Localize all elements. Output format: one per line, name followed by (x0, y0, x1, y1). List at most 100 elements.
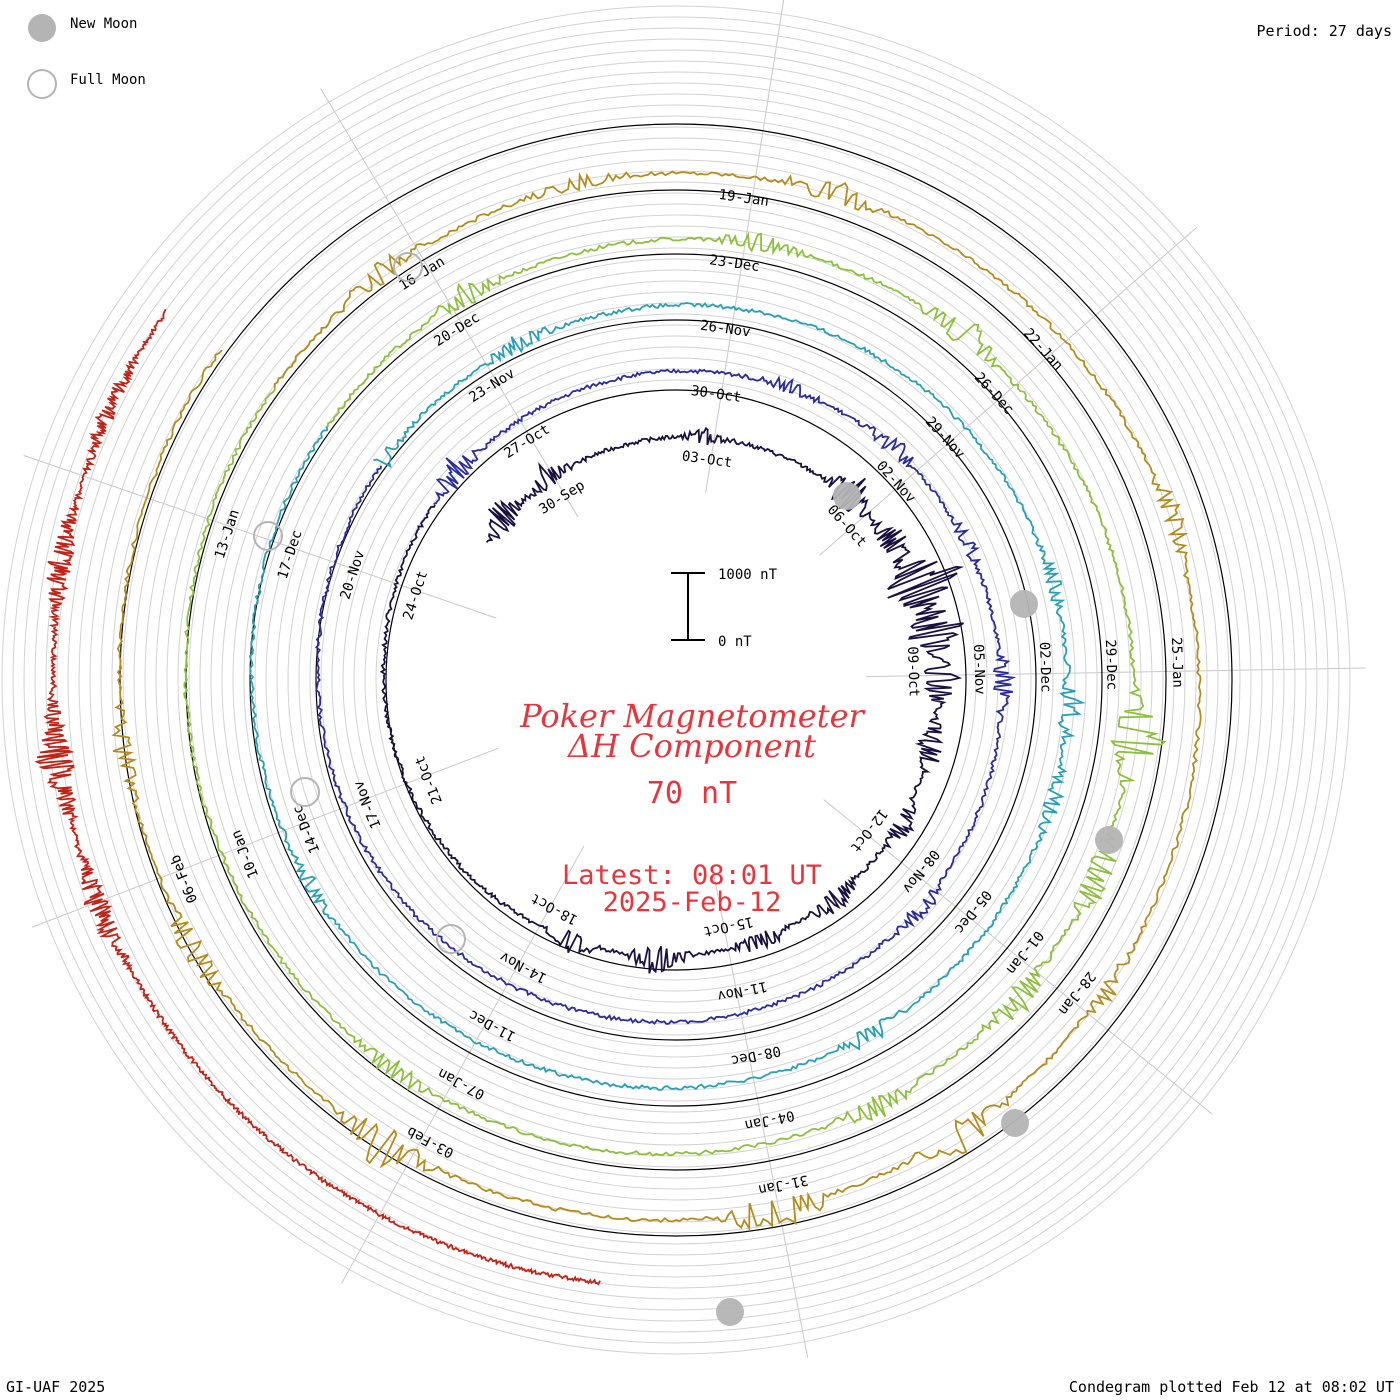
new-moon-label: New Moon (70, 16, 137, 32)
date-tick-label: 14-Dec (290, 803, 324, 856)
period-label: Period: 27 days (1256, 22, 1392, 40)
new-moon-icon (1010, 590, 1038, 618)
full-moon-icon (436, 924, 466, 954)
guide-ring (100, 104, 1252, 1256)
guide-ring (56, 60, 1296, 1300)
guide-ring (221, 225, 1131, 1135)
guide-ring (309, 313, 1043, 1047)
full-moon-icon (290, 777, 320, 807)
date-tick-label: 30-Sep (536, 477, 587, 517)
guide-ring (199, 203, 1153, 1157)
radial-grid-line (320, 88, 579, 518)
date-tick-label: 25-Jan (1168, 637, 1186, 688)
current-value: 70 nT (647, 776, 737, 811)
guide-ring (23, 27, 1329, 1333)
guide-ring (144, 148, 1208, 1212)
radial-grid-line (23, 454, 497, 619)
radial-grid-line (711, 866, 809, 1358)
chart-title: Poker Magnetometer (519, 697, 865, 735)
new-moon-icon (28, 14, 56, 42)
guide-ring (34, 38, 1318, 1322)
date-tick-label: 07-Jan (435, 1065, 487, 1103)
plotted-label: Condegram plotted Feb 12 at 08:02 UT (1068, 1378, 1394, 1396)
date-tick-label: 17-Nov (351, 778, 385, 831)
date-tick-label: 29-Dec (1102, 639, 1120, 690)
date-tick-label: 04-Jan (743, 1107, 796, 1133)
series-line (248, 302, 1086, 1091)
guide-ring (122, 126, 1230, 1234)
full-moon-label: Full Moon (70, 72, 146, 88)
series-line (314, 368, 1017, 1025)
guide-ring (155, 159, 1197, 1201)
moon-markers (253, 252, 1123, 1326)
date-tick-label: 02-Nov (873, 458, 919, 506)
date-tick-label: 06-Feb (167, 852, 201, 905)
full-moon-icon (393, 252, 423, 282)
date-tick-label: 18-Oct (528, 890, 580, 928)
guide-ring (375, 379, 977, 981)
date-tick-label: 19-Jan (718, 187, 770, 210)
guide-ring (265, 269, 1087, 1091)
date-tick-label: 14-Nov (497, 948, 549, 986)
latest-time: Latest: 08:01 UT (562, 860, 822, 891)
scale-top-label: 1000 nT (718, 567, 778, 583)
scale-bar (671, 572, 705, 641)
guide-ring (67, 71, 1285, 1289)
radial-grid-line (819, 226, 1198, 556)
series-layer (34, 170, 1202, 1286)
credit-label: GI-UAF 2025 (6, 1378, 106, 1396)
baseline-ring (315, 319, 1037, 1041)
guide-ring (298, 302, 1054, 1058)
scale-bottom-label: 0 nT (718, 634, 752, 650)
guide-ring (12, 16, 1340, 1344)
guide-ring (188, 192, 1164, 1168)
date-tick-label: 31-Jan (757, 1171, 810, 1197)
radial-grid-line (865, 667, 1366, 678)
guide-ring (320, 324, 1032, 1036)
guide-ring (177, 181, 1175, 1179)
date-tick-label: 23-Dec (708, 252, 760, 275)
radial-grid-line (341, 845, 585, 1284)
date-tick-label: 20-Nov (338, 548, 369, 601)
date-tick-label: 22-Jan (1020, 326, 1066, 374)
guide-ring (89, 93, 1263, 1267)
guide-ring (1, 5, 1351, 1355)
date-tick-label: 08-Dec (729, 1042, 782, 1068)
guide-ring (243, 247, 1109, 1113)
date-tick-label: 26-Nov (699, 318, 751, 341)
guide-ring (133, 137, 1219, 1223)
date-tick-label: 03-Oct (681, 448, 733, 471)
full-moon-icon (27, 69, 57, 99)
radial-grid-line (31, 747, 499, 928)
date-tick-label: 30-Oct (690, 383, 742, 406)
radial-grid-line (823, 799, 1213, 1115)
new-moon-icon (1095, 826, 1123, 854)
chart-subtitle: ΔH Component (566, 727, 816, 765)
baseline-ring (385, 389, 967, 971)
series-line (183, 231, 1167, 1157)
guide-ring (210, 214, 1142, 1146)
guide-circles (1, 5, 1351, 1355)
guide-ring (331, 335, 1021, 1025)
guide-ring (353, 357, 999, 1003)
series-line (111, 170, 1202, 1232)
new-moon-icon (833, 482, 861, 510)
date-tick-label: 09-Oct (904, 646, 922, 697)
series-line (379, 426, 965, 974)
radial-grid-line (705, 0, 785, 493)
guide-ring (276, 280, 1076, 1080)
guide-ring (232, 236, 1120, 1124)
radial-grid (23, 0, 1366, 1358)
new-moon-icon (716, 1298, 744, 1326)
guide-ring (78, 82, 1274, 1278)
guide-ring (111, 115, 1241, 1245)
full-moon-icon (253, 521, 283, 551)
date-tick-label: 05-Nov (970, 644, 988, 695)
guide-ring (364, 368, 988, 992)
series-line (34, 308, 601, 1286)
date-tick-label: 17-Dec (275, 528, 306, 581)
guide-ring (166, 170, 1186, 1190)
guide-ring (254, 258, 1098, 1102)
baseline-ring (119, 123, 1233, 1237)
